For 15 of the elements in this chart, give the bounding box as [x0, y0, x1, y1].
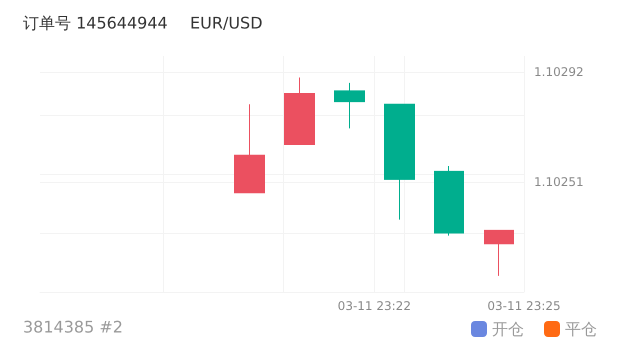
- candlestick: [434, 165, 464, 236]
- y-tick-label: 1.10251: [534, 175, 584, 190]
- candlestick: [484, 230, 514, 276]
- chart-title: 订单号 145644944: [23, 14, 168, 32]
- text: 3814385 #2: [23, 318, 123, 336]
- chart-subtitle: EUR/USD: [190, 14, 263, 32]
- candlestick: [384, 104, 415, 220]
- y-tick-label: 1.10292: [534, 65, 584, 80]
- x-tick-label: 03-11 23:25: [487, 299, 561, 313]
- x-tick-label: 03-11 23:22: [338, 299, 411, 313]
- candlestick: [234, 104, 265, 194]
- candlestick: [284, 76, 315, 145]
- candlestick: [334, 82, 365, 129]
- legend-label: 平仓: [565, 320, 597, 338]
- legend-label: 开仓: [492, 320, 524, 338]
